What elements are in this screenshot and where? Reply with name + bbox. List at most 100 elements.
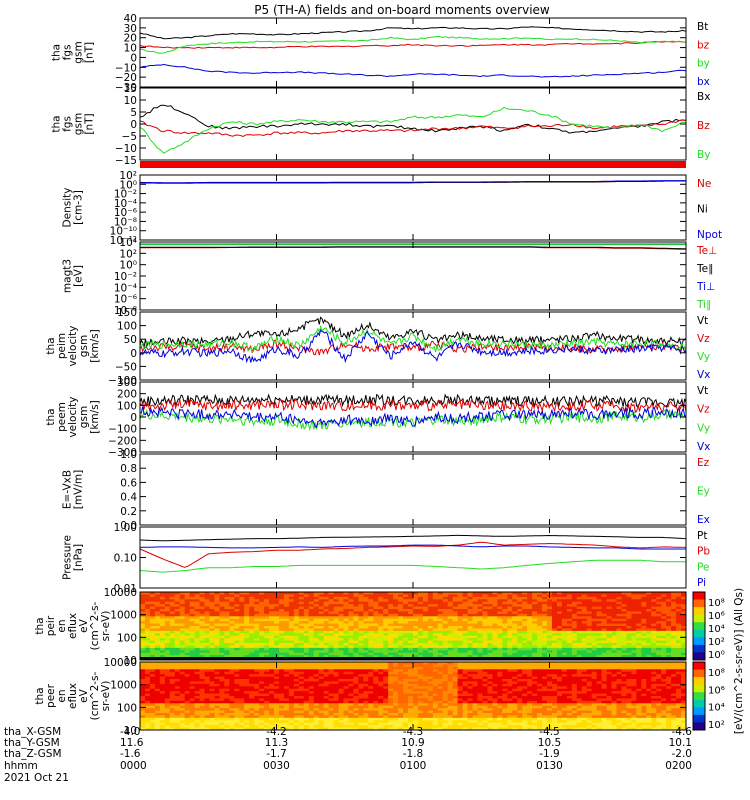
y-axis-label: en (56, 689, 68, 702)
series-Vx-line (139, 328, 687, 364)
y-tick-label: 0.0 (120, 520, 137, 532)
y-tick-label: 0 (130, 119, 137, 131)
legend-bz: bz (697, 39, 710, 51)
colorbar-tick: 10⁸ (708, 668, 725, 679)
x-axis-value: 10.9 (401, 737, 425, 750)
y-tick-label: 10⁴ (119, 237, 137, 249)
y-tick-label: 10⁰ (119, 260, 137, 272)
y-axis-label: eV (78, 688, 90, 702)
y-tick-label: 15 (124, 83, 137, 95)
y-axis-label: tha (51, 44, 63, 61)
y-tick-label: 10⁻⁸ (114, 305, 137, 317)
series-Vz-line (139, 398, 687, 414)
y-tick-label: 5 (130, 107, 137, 119)
y-tick-label: 100 (117, 632, 137, 644)
legend-Bt: Bt (697, 21, 708, 33)
y-axis-label: [nT] (84, 42, 96, 63)
x-axis-value: -2.0 (671, 748, 693, 761)
y-axis-label: gsm (78, 406, 90, 428)
legend-bx: bx (697, 76, 710, 88)
x-axis-value: -1.9 (539, 748, 560, 761)
y-tick-label: −100 (108, 424, 137, 436)
y-tick-label: 10⁻⁶ (114, 207, 137, 219)
colorbar-tick: 10⁴ (708, 703, 725, 714)
colorbar-tick: 10² (708, 637, 725, 648)
y-tick-label: 10⁻⁴ (114, 282, 137, 294)
series-Bz-line (139, 119, 687, 137)
panel-7: 1.0 0.8 0.6 0.4 0.2 0.0 E=-VxB [mV/m] Ez Ey Ex (62, 449, 710, 532)
x-axis-value: -4.3 (402, 726, 424, 738)
y-axis-label: gsm (78, 335, 90, 357)
y-tick-label: 10 (124, 43, 137, 55)
y-tick-label: −300 (108, 447, 137, 459)
y-axis-label: eV (78, 618, 90, 632)
legend-Bz: Bz (697, 120, 710, 132)
series-by-line (139, 35, 687, 54)
y-tick-label: 0.4 (120, 492, 137, 504)
y-tick-label: 10000 (104, 657, 137, 669)
series-Npot-line (139, 180, 686, 184)
spectrogram (140, 592, 687, 661)
y-tick-label: 0 (130, 412, 137, 424)
spectrogram (140, 662, 687, 731)
series-Vx-line (139, 406, 687, 429)
legend-Pt: Pt (697, 530, 707, 542)
y-tick-label: 1000 (110, 680, 137, 692)
colorbar-tick: 10⁶ (708, 611, 725, 622)
colorbar-peer: 10⁸ 10⁶ 10⁴ 10² (692, 661, 725, 731)
x-axis-value: 10.5 (537, 737, 562, 750)
x-axis-value: -1.7 (266, 748, 287, 761)
y-tick-label: 10² (119, 170, 137, 182)
x-axis-value: -4.6 (671, 726, 693, 738)
x-axis-row: tha_Z-GSM -1.6 -1.7 -1.8 -1.9 -2.0 (4, 749, 704, 760)
legend-Vz: Vz (697, 333, 710, 345)
y-tick-label: −15 (115, 155, 137, 167)
y-tick-label: 10⁻¹² (110, 235, 137, 247)
y-tick-label: 100 (117, 321, 137, 333)
y-axis-label: tha (45, 337, 57, 354)
legend-Ex: Ex (697, 514, 710, 526)
legend-Npot: Npot (697, 229, 722, 241)
y-axis-label: velocity (67, 396, 79, 437)
y-axis-label: [km/s] (89, 400, 101, 434)
y-axis-label: tha (51, 115, 63, 132)
y-tick-label: −200 (108, 435, 137, 447)
panel-10: 10000 1000 100 10 tha peer en eflux eV (cm^2-s-sr… (34, 657, 687, 737)
legend-Pb: Pb (697, 546, 710, 558)
y-tick-label: 0.2 (120, 506, 137, 518)
legend-Ey: Ey (697, 486, 710, 498)
y-tick-label: 10⁻⁸ (114, 216, 137, 228)
y-axis-label: fgs (62, 45, 74, 61)
y-tick-label: −5 (122, 131, 137, 143)
colorbar-tick: 10² (708, 720, 725, 731)
colorbar-tick: 10⁸ (708, 598, 725, 609)
legend-By: By (697, 149, 710, 161)
y-axis-label: gsm (73, 41, 85, 63)
y-tick-label: 0 (130, 52, 137, 64)
legend-Bx: Bx (697, 91, 710, 103)
x-axis-row: tha_X-GSM -4.0 -4.2 -4.3 -4.5 -4.6 (4, 726, 704, 738)
y-tick-label: −50 (115, 361, 137, 373)
legend-Te⊥: Te⊥ (696, 245, 717, 257)
y-tick-label: 0.8 (120, 463, 137, 475)
x-axis-value: 0100 (399, 759, 427, 772)
y-axis-label: gsm (73, 113, 85, 135)
x-axis-row-label: tha_Z-GSM (4, 748, 62, 761)
y-tick-label: 150 (117, 307, 137, 319)
y-tick-label: 10⁻¹⁰ (110, 226, 137, 238)
legend-by: by (697, 58, 710, 70)
y-axis-label: tha (34, 687, 46, 704)
y-axis-label: tha (45, 408, 57, 425)
series-bx-line (139, 63, 687, 78)
x-axis-table: tha_X-GSM -4.0 -4.2 -4.3 -4.5 -4.6 tha_Y-GSM 11… (4, 726, 704, 772)
y-tick-label: 10 (124, 95, 137, 107)
x-axis-value: 10.1 (668, 737, 692, 750)
series-Pi-line (139, 544, 686, 550)
y-tick-label: 1.00 (114, 522, 137, 534)
y-tick-label: 1000 (110, 610, 137, 622)
y-tick-label: 200 (117, 389, 137, 401)
x-axis-value: -4.5 (539, 726, 560, 738)
y-tick-label: −10 (115, 62, 137, 74)
